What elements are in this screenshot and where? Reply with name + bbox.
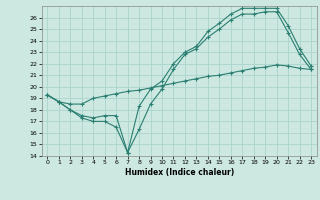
X-axis label: Humidex (Indice chaleur): Humidex (Indice chaleur) [124,168,234,177]
